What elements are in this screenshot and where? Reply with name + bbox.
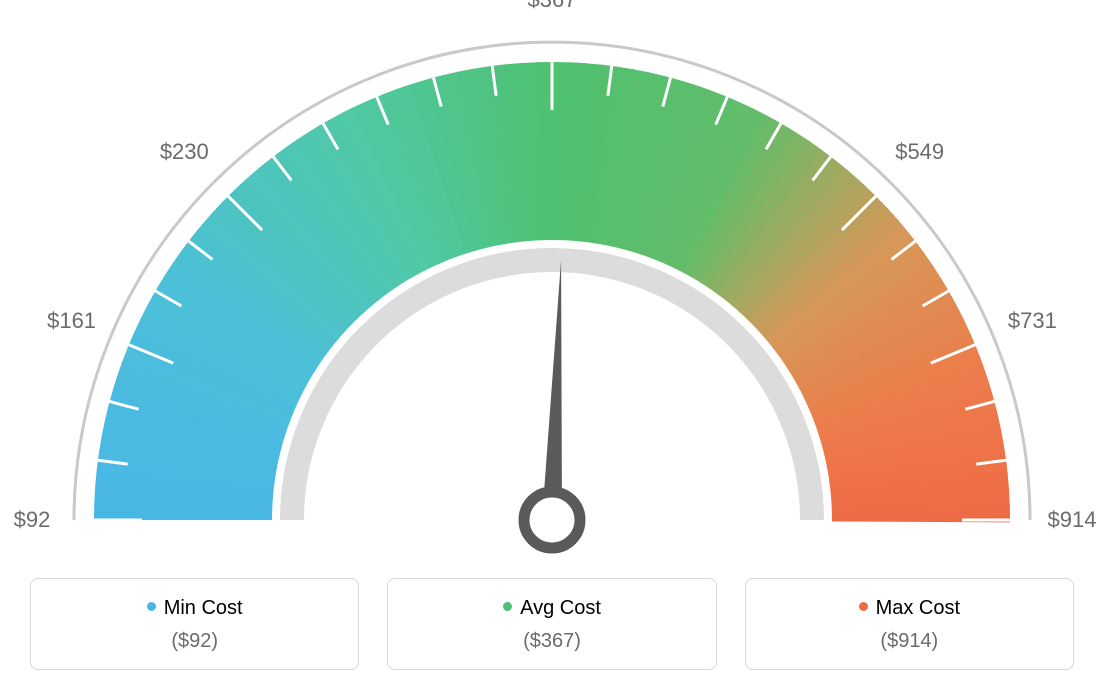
gauge-tick-label: $549 xyxy=(895,139,944,165)
gauge-svg xyxy=(0,0,1104,560)
gauge-chart: $92 $161 $230 $367 $549 $731 $914 xyxy=(0,0,1104,560)
legend-label: Min Cost xyxy=(164,597,243,619)
gauge-tick-label: $230 xyxy=(160,139,209,165)
legend-label: Max Cost xyxy=(876,597,960,619)
legend-card-max: Max Cost ($914) xyxy=(745,578,1074,670)
gauge-tick-label: $914 xyxy=(1048,507,1097,533)
gauge-tick-label: $731 xyxy=(1008,308,1057,334)
dot-icon xyxy=(859,602,868,611)
legend-value: ($367) xyxy=(398,630,705,653)
legend-title-avg: Avg Cost xyxy=(398,597,705,620)
gauge-tick-label: $92 xyxy=(14,507,51,533)
legend-value: ($914) xyxy=(756,630,1063,653)
legend-title-max: Max Cost xyxy=(756,597,1063,620)
legend-card-avg: Avg Cost ($367) xyxy=(387,578,716,670)
legend-value: ($92) xyxy=(41,630,348,653)
legend-title-min: Min Cost xyxy=(41,597,348,620)
legend-card-min: Min Cost ($92) xyxy=(30,578,359,670)
dot-icon xyxy=(147,602,156,611)
legend-label: Avg Cost xyxy=(520,597,601,619)
dot-icon xyxy=(503,602,512,611)
gauge-tick-label: $367 xyxy=(528,0,577,13)
gauge-tick-label: $161 xyxy=(47,308,96,334)
legend-row: Min Cost ($92) Avg Cost ($367) Max Cost … xyxy=(0,578,1104,670)
